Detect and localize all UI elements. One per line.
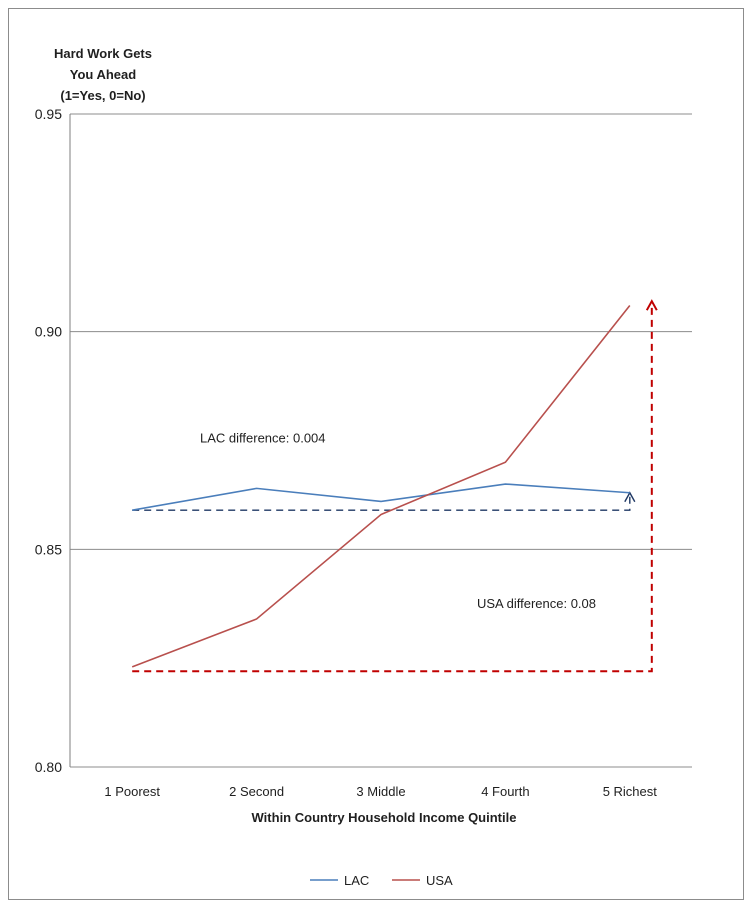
chart-title-line-1: Hard Work Gets — [54, 46, 152, 61]
legend-label-usa: USA — [426, 873, 453, 888]
x-axis-title: Within Country Household Income Quintile — [252, 810, 517, 825]
x-tick-label-1: 1 Poorest — [104, 784, 160, 799]
difference-label: USA difference: 0.08 — [477, 596, 596, 611]
y-axis-ticks: 0.80 0.85 0.90 0.95 — [35, 106, 62, 775]
annotation-usa: USA difference: 0.08 — [132, 299, 658, 673]
legend: LAC USA — [310, 873, 453, 888]
difference-arrowhead — [645, 299, 658, 311]
x-tick-label-5: 5 Richest — [603, 784, 658, 799]
y-tick-label-0.80: 0.80 — [35, 759, 62, 775]
x-tick-label-3: 3 Middle — [356, 784, 405, 799]
difference-dashed-line — [132, 305, 653, 673]
x-tick-label-2: 2 Second — [229, 784, 284, 799]
series-line-usa — [131, 305, 631, 668]
x-tick-label-4: 4 Fourth — [481, 784, 529, 799]
chart-title: Hard Work Gets You Ahead (1=Yes, 0=No) — [54, 46, 152, 103]
annotation-lac: LAC difference: 0.004 — [132, 431, 636, 511]
difference-dashed-line — [132, 496, 631, 511]
annotations: LAC difference: 0.004 USA difference: 0.0… — [132, 299, 658, 673]
chart-title-line-2: You Ahead — [70, 67, 137, 82]
series-lines — [131, 305, 631, 668]
y-tick-label-0.90: 0.90 — [35, 324, 62, 340]
difference-label: LAC difference: 0.004 — [200, 431, 326, 446]
gridlines — [70, 113, 692, 768]
chart-frame — [8, 8, 744, 900]
chart-title-line-3: (1=Yes, 0=No) — [60, 88, 145, 103]
x-axis-ticks: 1 Poorest 2 Second 3 Middle 4 Fourth 5 Riche… — [104, 784, 657, 799]
y-tick-label-0.85: 0.85 — [35, 541, 62, 557]
series-line-lac — [132, 483, 630, 511]
y-tick-label-0.95: 0.95 — [35, 106, 62, 122]
legend-label-lac: LAC — [344, 873, 369, 888]
